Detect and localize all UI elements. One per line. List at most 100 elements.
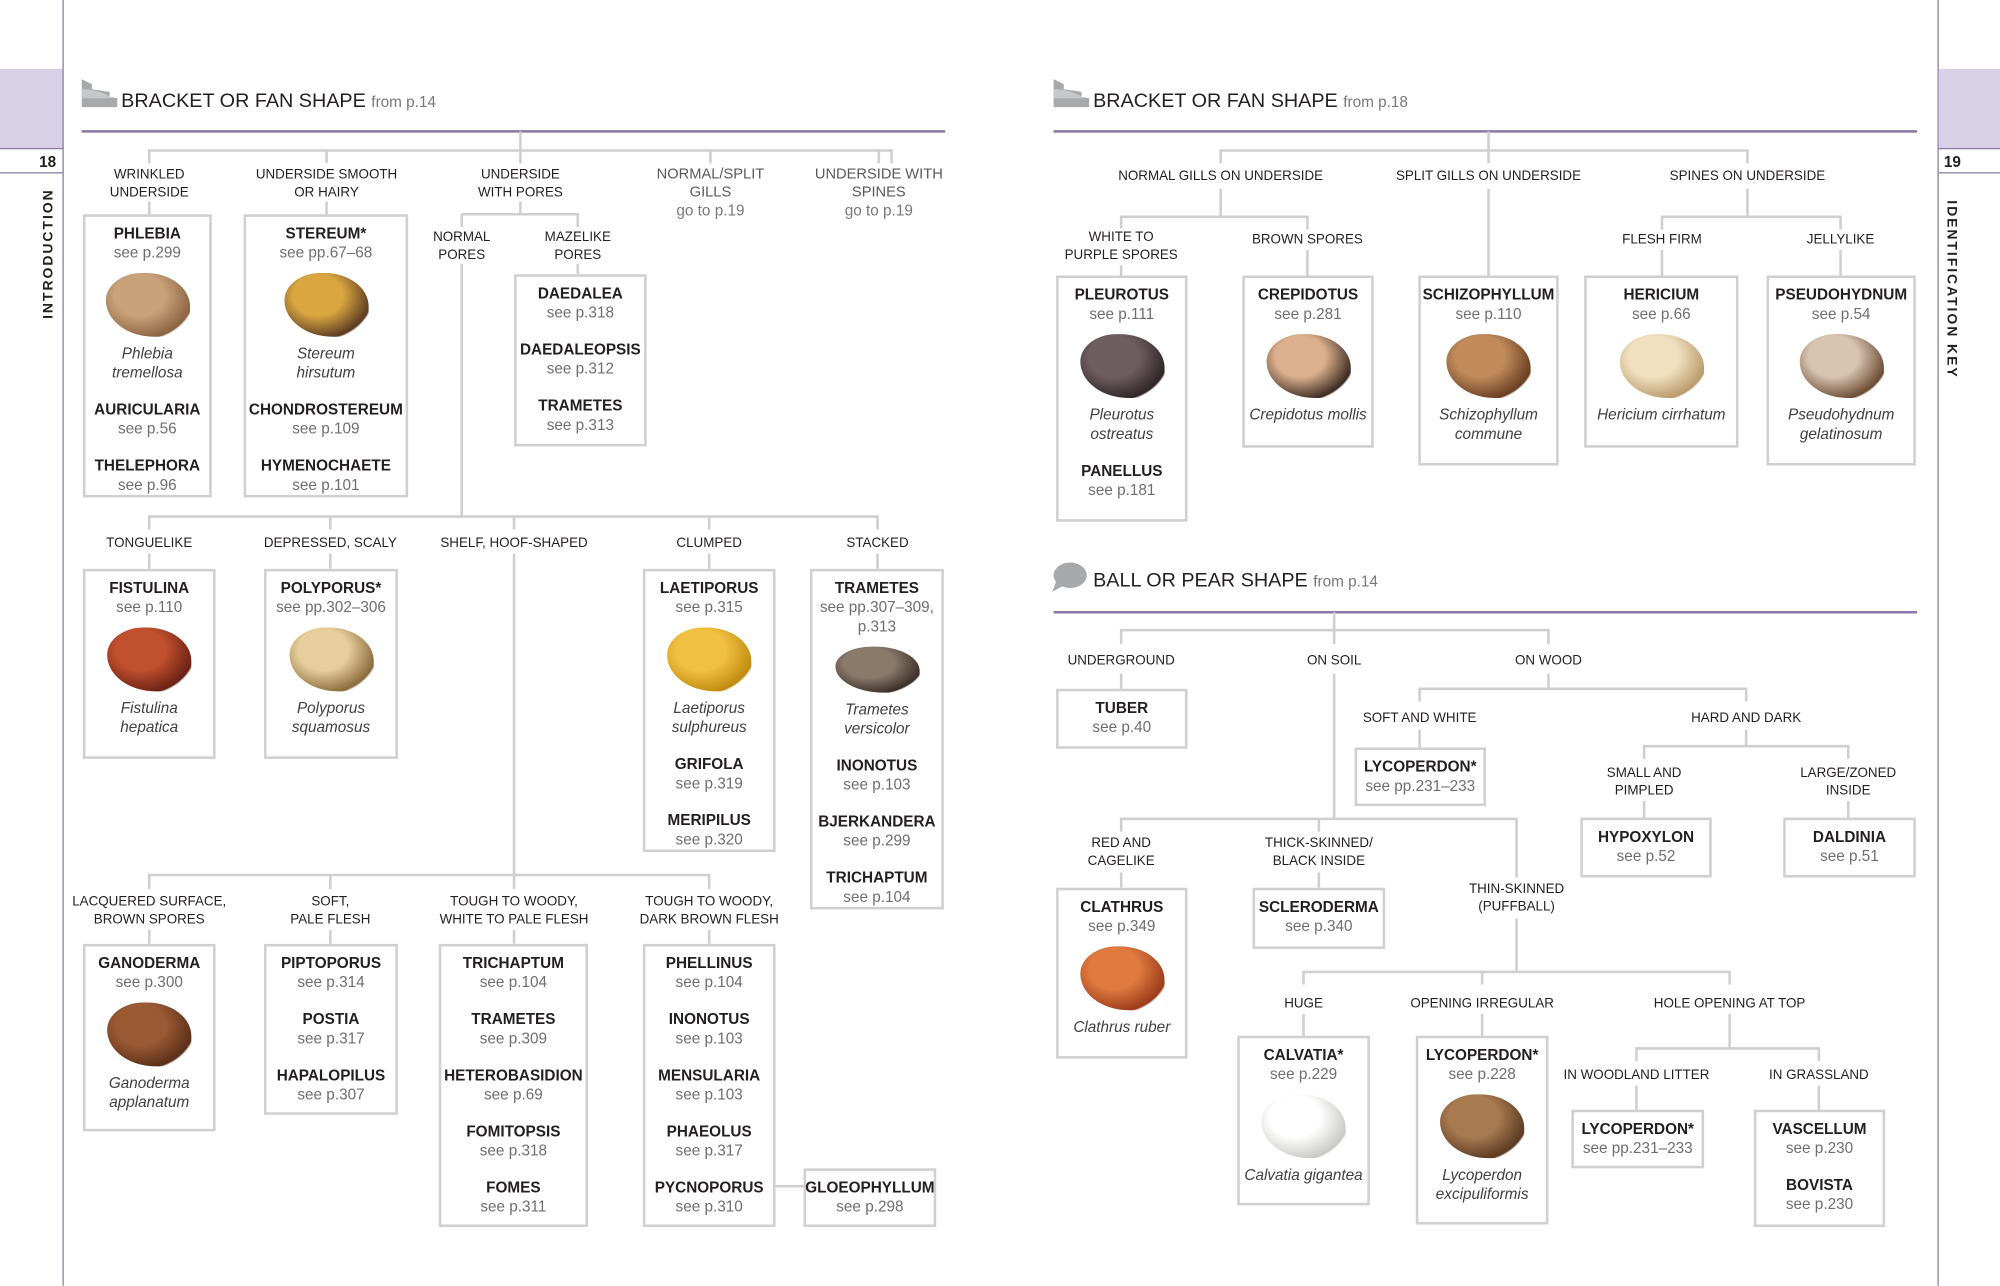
page-reference-link[interactable]: see p.56 [117, 419, 177, 438]
page-reference-link[interactable]: see p.318 [546, 303, 614, 322]
page-reference-link[interactable]: see p.181 [1088, 480, 1156, 499]
page-reference-link[interactable]: see p.313 [546, 415, 614, 434]
section-title: BRACKET OR FAN SHAPE from p.14 [121, 90, 436, 113]
page-reference-link[interactable]: see p.228 [1448, 1065, 1516, 1083]
label-line: THICK-SKINNED/ [1264, 835, 1373, 851]
page-reference-link[interactable]: see p.104 [675, 973, 743, 992]
page-reference-link[interactable]: see p.319 [675, 774, 743, 793]
page-reference-link[interactable]: see p.110 [1455, 304, 1522, 323]
page-reference-link[interactable]: see p.104 [843, 887, 911, 906]
genus-name: LYCOPERDON* [1581, 1119, 1695, 1138]
goto-page-link[interactable]: go to p.19 [676, 201, 745, 220]
branch-label: MAZELIKE PORES [542, 228, 614, 265]
page-reference-link[interactable]: see p.101 [292, 475, 360, 494]
page-reference-link[interactable]: see p.307 [297, 1085, 365, 1104]
label-line: STACKED [846, 535, 909, 552]
page-reference-link[interactable]: see p.349 [1088, 917, 1156, 935]
page-reference-link[interactable]: see p.320 [675, 830, 743, 849]
branch-label: NORMAL GILLS ON UNDERSIDE [1115, 167, 1326, 185]
page-reference-link[interactable]: see p.315 [675, 598, 743, 617]
page-reference-link[interactable]: see p.309 [479, 1029, 548, 1048]
page-reference-link[interactable]: see p.299 [113, 243, 181, 262]
connector-line [1119, 817, 1821, 1110]
page-reference-link[interactable]: see pp.307–309, p.313 [819, 598, 934, 636]
page-reference-link[interactable]: see pp.302–306 [276, 598, 386, 617]
page-reference-link[interactable]: see p.230 [1785, 1139, 1854, 1157]
branch-label: UNDERGROUND [1065, 651, 1178, 670]
page-reference-link[interactable]: see p.66 [1631, 304, 1691, 323]
mushroom-photo [667, 627, 752, 692]
genus-name: MERIPILUS [667, 811, 751, 830]
page-reference-link[interactable]: see p.54 [1811, 304, 1871, 323]
genus-box: TRAMETES see pp.307–309, p.313 Trametes ve… [809, 568, 944, 910]
page-reference-link[interactable]: see p.40 [1092, 718, 1152, 736]
page-reference-link[interactable]: see p.52 [1616, 846, 1676, 865]
page-reference-link[interactable]: see p.110 [116, 598, 183, 617]
page-reference-link[interactable]: see p.103 [843, 775, 911, 794]
genus-name: STEREUM* [285, 224, 367, 243]
genus-name: PANELLUS [1081, 461, 1163, 480]
branch-label: ON SOIL [1304, 651, 1364, 670]
genus-name: PHAEOLUS [666, 1122, 752, 1141]
genus-box: PSEUDOHYDNUM see p.54 Pseudohydnum gelatin… [1766, 275, 1916, 466]
page-reference-link[interactable]: see p.340 [1285, 917, 1353, 935]
page-reference-link[interactable]: see p.312 [546, 359, 614, 378]
genus-name: AURICULARIA [94, 400, 201, 419]
section-tab-left [0, 68, 63, 148]
page-reference-link[interactable]: see p.229 [1269, 1065, 1338, 1083]
label-line: WHITE TO PALE FLESH [439, 911, 589, 928]
genus-name: HERICIUM [1623, 285, 1700, 304]
genus-name: CALVATIA* [1263, 1045, 1344, 1064]
page-number-left: 18 [0, 147, 63, 174]
page-reference-link[interactable]: see p.281 [1274, 304, 1342, 323]
label-line: DARK BROWN FLESH [639, 911, 779, 928]
label-line: SPINES ON UNDERSIDE [1669, 168, 1826, 184]
page-reference-link[interactable]: see p.111 [1089, 304, 1155, 323]
page-reference-link[interactable]: see p.104 [479, 973, 548, 992]
page-reference-link[interactable]: see p.96 [117, 475, 177, 494]
page-reference-link[interactable]: see pp.231–233 [1582, 1139, 1693, 1157]
mushroom-photo [283, 272, 368, 337]
goto-page-link[interactable]: go to p.19 [844, 201, 913, 220]
genus-box: TRICHAPTUM see p.104 TRAMETES see p.309 HETE… [438, 943, 589, 1228]
label-line: LACQUERED SURFACE, [72, 894, 227, 910]
page-reference-link[interactable]: see p.298 [836, 1197, 904, 1216]
page-reference-link[interactable]: see pp.231–233 [1365, 776, 1476, 795]
label-line: WHITE TO [1088, 229, 1154, 245]
genus-name: TRAMETES [538, 396, 623, 415]
page-reference-link[interactable]: see p.317 [297, 1029, 365, 1048]
page-reference-link[interactable]: see p.300 [115, 973, 183, 992]
page-reference-link[interactable]: see p.310 [675, 1197, 743, 1216]
genus-name: HETEROBASIDION [444, 1066, 583, 1085]
species-name: Polyporus squamosus [291, 698, 371, 736]
page-reference-link[interactable]: see p.318 [479, 1141, 548, 1160]
species-name: Pleurotus ostreatus [1089, 405, 1155, 443]
branch-label: DEPRESSED, SCALY [261, 534, 400, 553]
page-reference-link[interactable]: see p.109 [292, 419, 360, 438]
genus-name: POSTIA [302, 1010, 360, 1029]
label-line: CLUMPED [676, 535, 742, 552]
page-reference-link[interactable]: see p.69 [484, 1085, 543, 1104]
genus-name: PIPTOPORUS [280, 954, 382, 972]
genus-name: BJERKANDERA [818, 812, 936, 831]
label-line: BLACK INSIDE [1272, 853, 1366, 869]
page-reference-link[interactable]: see p.311 [480, 1197, 547, 1216]
label-line: BROWN SPORES [93, 911, 205, 928]
page-reference-link[interactable]: see p.51 [1820, 846, 1879, 865]
genus-name: FOMITOPSIS [466, 1122, 561, 1141]
page-reference-link[interactable]: see p.103 [675, 1085, 743, 1104]
label-line: TOUGH TO WOODY, [645, 894, 774, 910]
bracket-fan-icon [81, 79, 118, 108]
page-reference-link[interactable]: see p.299 [843, 831, 911, 850]
connector-line [147, 873, 804, 1188]
page-reference-link[interactable]: see p.317 [675, 1141, 743, 1160]
genus-name: INONOTUS [836, 756, 918, 775]
branch-label: UNDERSIDE SMOOTH OR HAIRY [253, 165, 400, 202]
genus-name: THELEPHORA [94, 456, 201, 475]
genus-name: TRICHAPTUM [462, 954, 564, 972]
page-reference-link[interactable]: see p.230 [1785, 1195, 1854, 1214]
page-reference-link[interactable]: see pp.67–68 [279, 243, 373, 262]
label-line: PALE FLESH [290, 911, 371, 928]
page-reference-link[interactable]: see p.103 [675, 1029, 743, 1048]
page-reference-link[interactable]: see p.314 [297, 973, 365, 992]
